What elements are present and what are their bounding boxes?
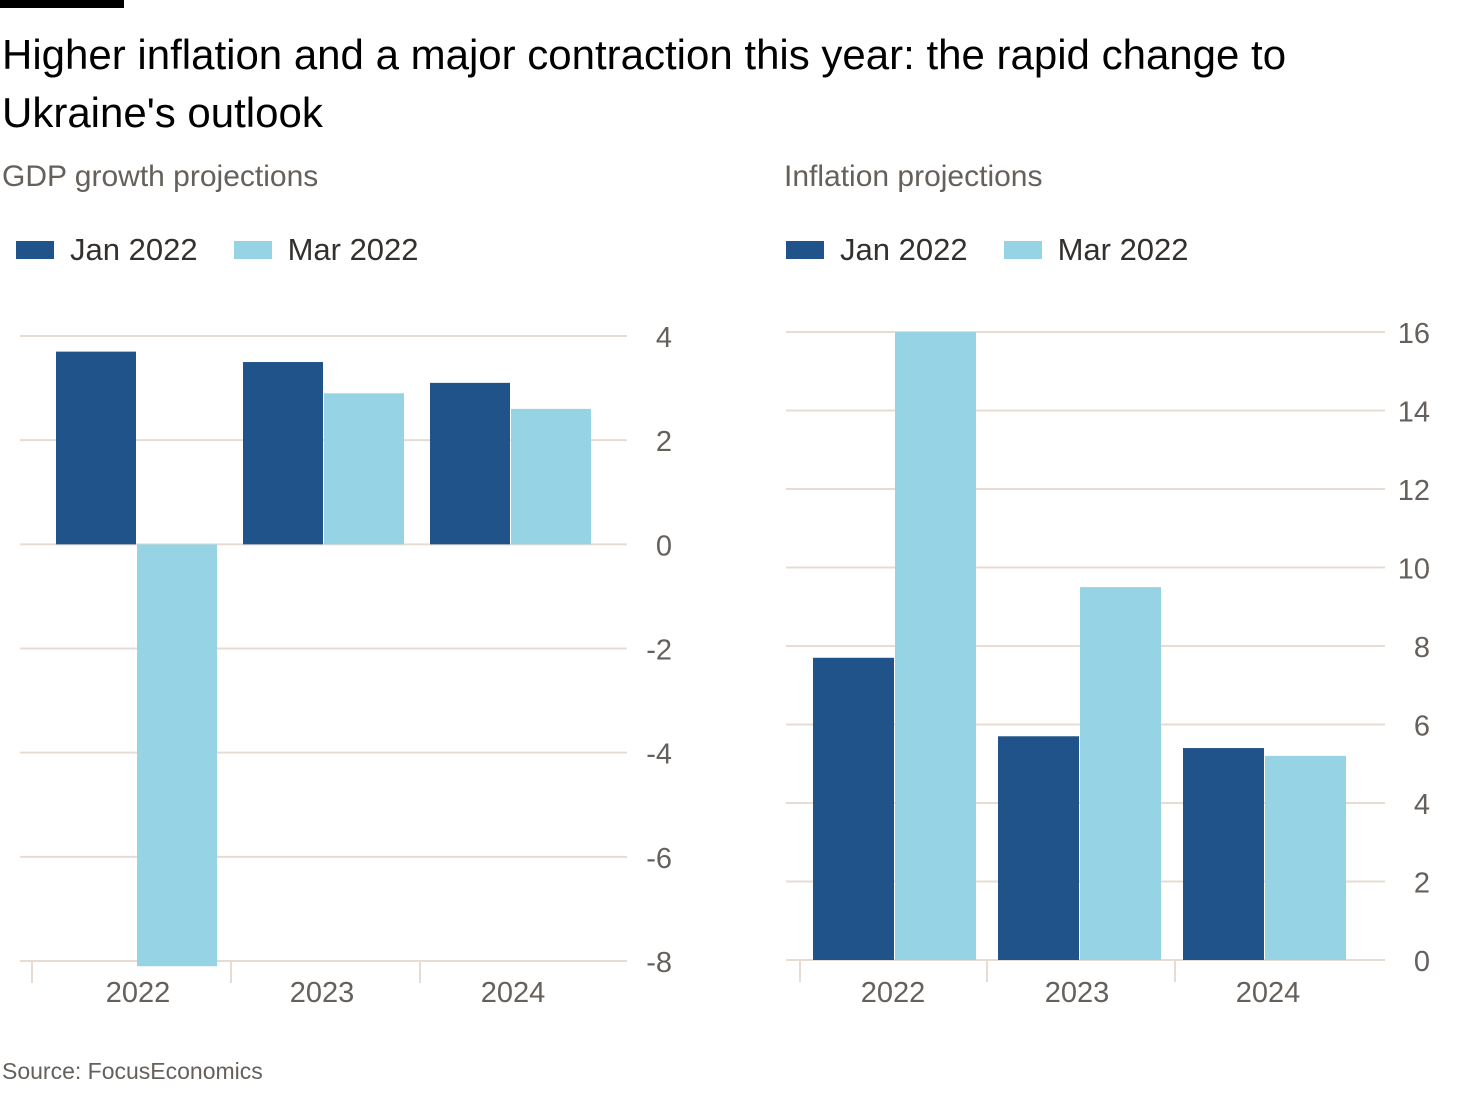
gdp-bar-mar-2023 (324, 393, 404, 545)
inflation-bar-mar-2023 (1080, 587, 1161, 960)
gdp-y-tick-label: 2 (656, 426, 672, 458)
inflation-y-tick-label: 2 (1414, 868, 1430, 900)
gdp-y-tick-label: -6 (646, 843, 672, 875)
inflation-bar-mar-2024 (1265, 755, 1346, 960)
gdp-legend-mar: Mar 2022 (233, 232, 419, 268)
gdp-x-tick-label: 2022 (106, 977, 171, 1009)
gdp-legend-jan-swatch (16, 241, 54, 259)
inflation-legend-mar-swatch (1003, 241, 1042, 259)
gdp-y-tick-label: 4 (656, 322, 672, 354)
inflation-legend-mar-label: Mar 2022 (1057, 232, 1189, 267)
gdp-x-tick-label: 2024 (481, 977, 546, 1009)
gdp-bar-jan-2022 (56, 351, 136, 545)
inflation-x-tick-label: 2022 (861, 977, 926, 1009)
gdp-legend: Jan 2022 Mar 2022 (16, 230, 455, 270)
inflation-legend-jan-swatch (786, 241, 824, 259)
inflation-chart-subtitle: Inflation projections (784, 160, 1043, 193)
inflation-bar-jan-2022 (813, 657, 894, 960)
gdp-bar-mar-2022 (137, 544, 217, 967)
inflation-y-tick-label: 10 (1398, 554, 1430, 586)
inflation-y-tick-label: 8 (1414, 632, 1430, 664)
gdp-legend-mar-label: Mar 2022 (287, 232, 419, 267)
top-accent-bar (0, 0, 124, 8)
inflation-legend-mar: Mar 2022 (1003, 232, 1189, 268)
gdp-y-tick-label: -4 (646, 739, 672, 771)
gdp-chart-subtitle: GDP growth projections (2, 160, 319, 193)
gdp-y-tick-label: -2 (646, 635, 672, 667)
inflation-chart: 16 14 12 10 8 6 4 2 0 2022 2023 2024 (786, 318, 1430, 1009)
gdp-chart: 4 2 0 -2 -4 -6 -8 2022 2023 2024 (20, 322, 672, 1009)
inflation-y-tick-label: 16 (1398, 318, 1430, 350)
inflation-y-tick-label: 0 (1414, 946, 1430, 978)
gdp-legend-jan: Jan 2022 (16, 232, 198, 268)
inflation-bar-jan-2023 (998, 736, 1079, 960)
inflation-y-tick-label: 12 (1398, 475, 1430, 507)
chart-title: Higher inflation and a major contraction… (2, 31, 1287, 136)
gdp-x-tick-label: 2023 (290, 977, 355, 1009)
inflation-y-tick-label: 6 (1414, 711, 1430, 743)
inflation-y-tick-label: 4 (1414, 789, 1430, 821)
gdp-legend-mar-swatch (233, 241, 272, 259)
inflation-y-tick-label: 14 (1398, 397, 1430, 429)
inflation-x-tick-label: 2023 (1045, 977, 1110, 1009)
gdp-bar-jan-2024 (430, 382, 510, 545)
inflation-x-tick-label: 2024 (1236, 977, 1301, 1009)
gdp-y-tick-label: -8 (646, 947, 672, 979)
gdp-bar-mar-2024 (511, 408, 591, 545)
inflation-legend-jan: Jan 2022 (786, 232, 968, 268)
inflation-bar-jan-2024 (1183, 748, 1264, 960)
source-note: Source: FocusEconomics (2, 1058, 263, 1084)
gdp-bar-jan-2023 (243, 362, 323, 545)
gdp-legend-jan-label: Jan 2022 (70, 232, 198, 267)
inflation-legend-jan-label: Jan 2022 (840, 232, 968, 267)
gdp-y-tick-label: 0 (656, 530, 672, 562)
inflation-bar-mar-2022 (895, 332, 976, 960)
inflation-legend: Jan 2022 Mar 2022 (786, 230, 1225, 270)
